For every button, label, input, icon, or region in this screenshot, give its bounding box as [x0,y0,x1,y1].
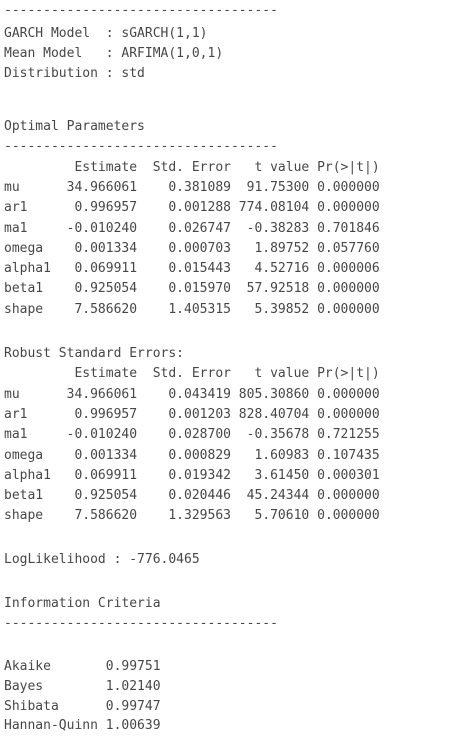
loglikelihood-line: LogLikelihood : -776.0465 [4,552,200,567]
robust-errors-heading: Robust Standard Errors: [4,346,185,361]
information-criteria-heading: Information Criteria [4,596,161,611]
table-row: beta1 0.925054 0.015970 57.92518 0.00000… [4,281,380,296]
optimal-parameters-heading: Optimal Parameters [4,119,145,134]
table-row: ma1 -0.010240 0.028700 -0.35678 0.721255 [4,427,380,442]
table-header-row: Estimate Std. Error t value Pr(>|t|) [4,160,380,175]
criteria-row: Bayes 1.02140 [4,679,161,694]
separator-line: ----------------------------------- [4,616,278,631]
separator-line: ----------------------------------- [4,139,278,154]
table-row: ar1 0.996957 0.001203 828.40704 0.000000 [4,407,380,422]
distribution-line: Distribution : std [4,66,145,81]
table-row: shape 7.586620 1.405315 5.39852 0.000000 [4,302,380,317]
table-row: ma1 -0.010240 0.026747 -0.38283 0.701846 [4,221,380,236]
criteria-row: Hannan-Quinn 1.00639 [4,718,161,733]
table-row: omega 0.001334 0.000703 1.89752 0.057760 [4,241,380,256]
table-row: alpha1 0.069911 0.019342 3.61450 0.00030… [4,468,380,483]
table-row: alpha1 0.069911 0.015443 4.52716 0.00000… [4,261,380,276]
table-row: beta1 0.925054 0.020446 45.24344 0.00000… [4,488,380,503]
criteria-row: Akaike 0.99751 [4,659,161,674]
separator-line: ----------------------------------- [4,3,278,18]
table-row: ar1 0.996957 0.001288 774.08104 0.000000 [4,200,380,215]
table-row: mu 34.966061 0.043419 805.30860 0.000000 [4,387,380,402]
criteria-row: Shibata 0.99747 [4,699,161,714]
table-row: shape 7.586620 1.329563 5.70610 0.000000 [4,508,380,523]
garch-model-line: GARCH Model : sGARCH(1,1) [4,26,208,41]
table-row: omega 0.001334 0.000829 1.60983 0.107435 [4,448,380,463]
table-header-row: Estimate Std. Error t value Pr(>|t|) [4,366,380,381]
table-row: mu 34.966061 0.381089 91.75300 0.000000 [4,180,380,195]
mean-model-line: Mean Model : ARFIMA(1,0,1) [4,46,224,61]
